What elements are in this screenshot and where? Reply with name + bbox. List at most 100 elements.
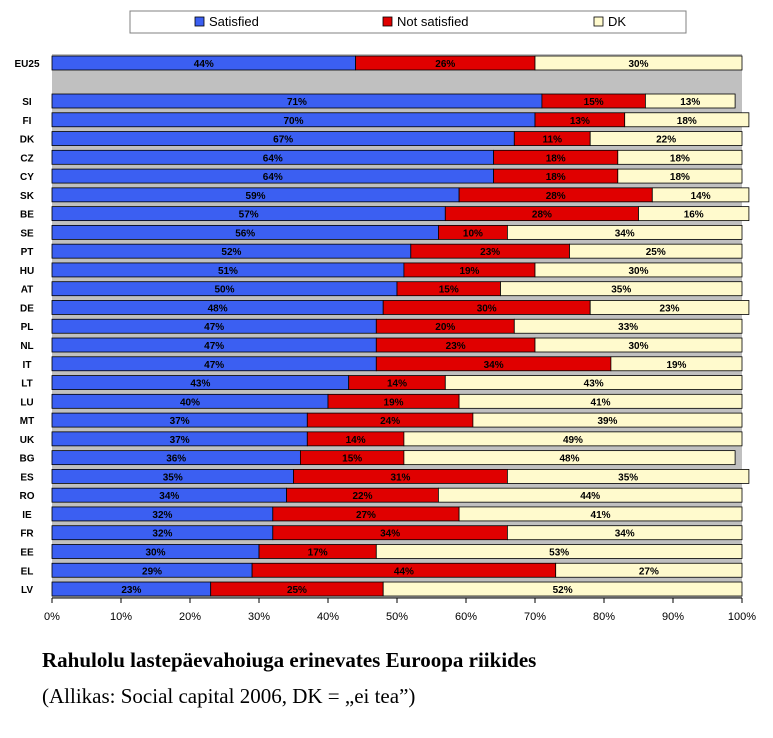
data-label: 34% [380, 529, 400, 540]
data-label: 44% [394, 566, 414, 577]
x-tick-label: 20% [179, 611, 201, 623]
data-label: 27% [356, 510, 376, 521]
data-label: 13% [570, 116, 590, 127]
data-label: 13% [680, 97, 700, 108]
category-label: FR [20, 529, 34, 540]
data-label: 31% [390, 472, 410, 483]
data-label: 32% [152, 529, 172, 540]
data-label: 23% [446, 341, 466, 352]
stacked-bar-chart: Satisfied Not satisfied DK EU25 44% 26% 30% SI… [14, 10, 756, 623]
data-label: 23% [121, 585, 141, 596]
x-tick-label: 70% [524, 611, 546, 623]
category-label: SK [20, 191, 35, 202]
bar-segment-dk [458, 506, 743, 522]
bar-segment-dk [569, 243, 743, 259]
bar-segment-dk [617, 168, 743, 184]
x-tick-label: 30% [248, 611, 270, 623]
bar-segment-dk [589, 300, 750, 315]
data-label: 36% [166, 454, 186, 465]
category-label: SI [22, 97, 32, 108]
data-label: 22% [352, 491, 372, 502]
category-label: NL [20, 341, 33, 352]
data-label: 47% [204, 322, 224, 333]
data-label: 20% [435, 322, 455, 333]
data-label: 16% [684, 210, 704, 221]
x-tick-label: 10% [110, 611, 132, 623]
data-label: 14% [691, 191, 711, 202]
data-label: 70% [283, 116, 303, 127]
bar-segment-dk [403, 450, 736, 466]
bar-segment-dk [444, 375, 743, 390]
data-label: 49% [563, 435, 583, 446]
data-label: 39% [597, 416, 617, 427]
category-label: IE [22, 510, 32, 521]
data-label: 30% [628, 59, 648, 70]
data-label: 64% [263, 153, 283, 164]
bar-segment-dk [555, 562, 743, 578]
data-label: 23% [480, 247, 500, 258]
bar-segment-dk [534, 55, 743, 71]
data-label: 51% [218, 266, 238, 277]
bar-segment-dk [534, 337, 743, 353]
data-label: 37% [170, 416, 190, 427]
data-label: 37% [170, 435, 190, 446]
category-label: LV [21, 585, 33, 596]
data-label: 52% [221, 247, 241, 258]
data-label: 57% [239, 210, 259, 221]
data-label: 30% [477, 303, 497, 314]
data-label: 48% [208, 303, 228, 314]
bar-segment-dk [458, 393, 743, 409]
legend-swatch-2 [382, 16, 393, 27]
data-label: 43% [584, 379, 604, 390]
category-label: HU [20, 266, 34, 277]
bar-segment-dk [617, 149, 743, 165]
category-label: FI [23, 116, 32, 127]
data-label: 34% [484, 360, 504, 371]
data-label: 19% [459, 266, 479, 277]
legend-label-3: DK [608, 14, 626, 29]
x-tick-label: 100% [728, 611, 756, 623]
data-label: 18% [670, 153, 690, 164]
bar-segment-dk [506, 468, 750, 484]
bar-segment-dk [506, 525, 743, 541]
legend-swatch-3 [593, 16, 604, 27]
category-label: EU25 [14, 59, 39, 70]
legend-label-2: Not satisfied [397, 14, 469, 29]
data-label: 71% [287, 97, 307, 108]
category-label: EE [20, 547, 34, 558]
category-label: ES [20, 472, 34, 483]
x-tick-label: 40% [317, 611, 339, 623]
data-label: 33% [618, 322, 638, 333]
data-label: 15% [342, 454, 362, 465]
bar-segment-dk [437, 487, 743, 503]
data-label: 23% [660, 303, 680, 314]
category-label: MT [20, 416, 34, 427]
x-tick-label: 80% [593, 611, 615, 623]
data-label: 15% [439, 285, 459, 296]
data-label: 25% [646, 247, 666, 258]
caption-title: Rahulolu lastepäevahoiuga erinevates Eur… [42, 648, 537, 672]
data-label: 14% [387, 379, 407, 390]
legend-box [129, 10, 687, 34]
data-label: 18% [677, 116, 697, 127]
data-label: 19% [384, 397, 404, 408]
x-tick-label: 0% [44, 611, 60, 623]
data-label: 34% [615, 529, 635, 540]
category-label: PT [21, 247, 34, 258]
data-label: 15% [584, 97, 604, 108]
data-label: 18% [670, 172, 690, 183]
x-axis: 0% 10% 20% 30% 40% 50% 60% 70% 80% 90% 100% [44, 597, 756, 623]
category-label: BE [20, 210, 34, 221]
data-label: 17% [308, 547, 328, 558]
bar-segment-dk [624, 112, 750, 128]
data-label: 14% [346, 435, 366, 446]
bars-layer: EU25 44% 26% 30% SI 71% 15% 13% FI 70% 13% 18% DK 67%… [14, 55, 750, 597]
data-label: 41% [591, 510, 611, 521]
data-label: 27% [639, 566, 659, 577]
data-label: 47% [204, 341, 224, 352]
data-label: 48% [559, 454, 579, 465]
bar-segment-dk [506, 224, 743, 240]
category-label: CZ [20, 153, 33, 164]
category-label: PL [21, 322, 34, 333]
data-label: 28% [532, 210, 552, 221]
